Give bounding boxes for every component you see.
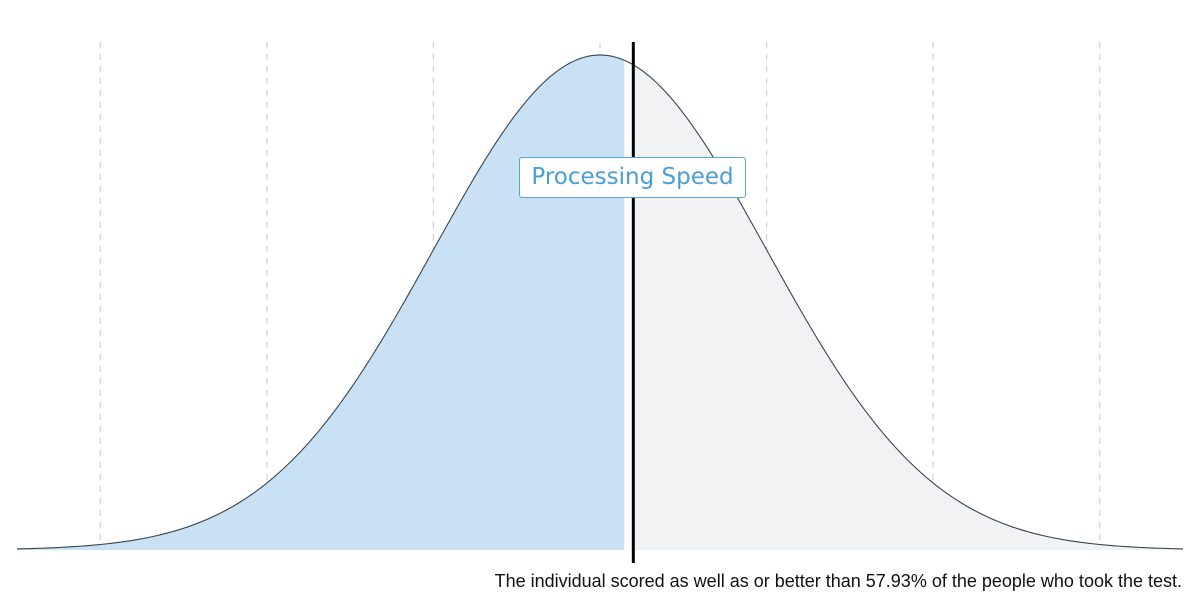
normal-curve [16,54,1184,550]
area-above-score [633,64,1183,551]
percentile-caption: The individual scored as well as or bett… [494,571,1182,591]
area-below-score [17,55,634,550]
score-label: Processing Speed [519,157,746,198]
